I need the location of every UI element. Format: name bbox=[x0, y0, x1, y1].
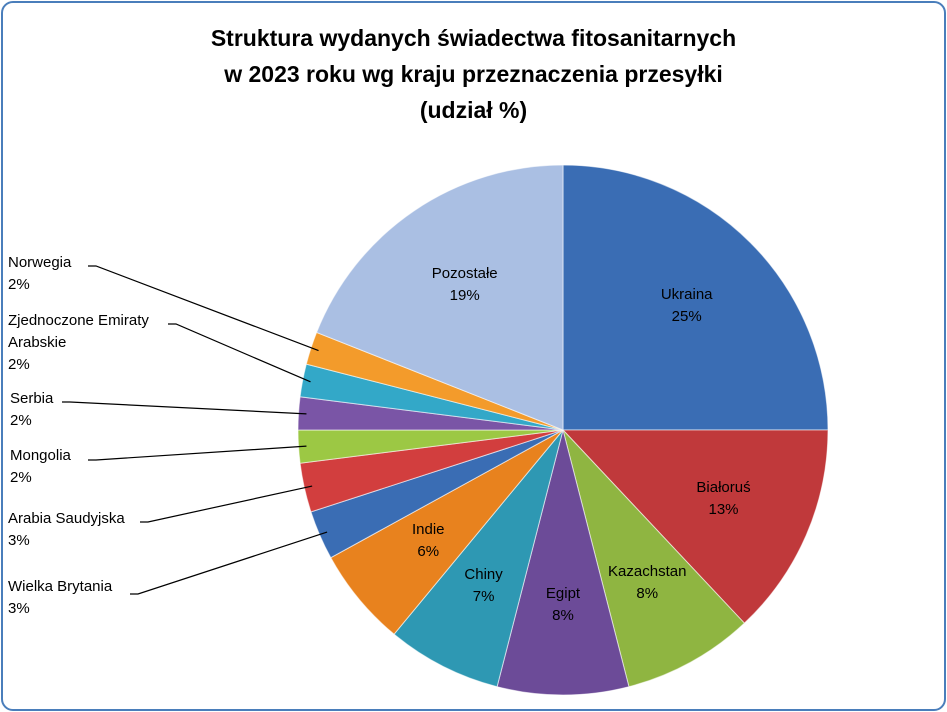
slice-label: Norwegia 2% bbox=[8, 252, 128, 296]
leader-line bbox=[130, 531, 328, 595]
slice-label: Mongolia 2% bbox=[10, 445, 100, 489]
pie-slice bbox=[562, 429, 746, 688]
value-label: 8% bbox=[636, 585, 659, 603]
value-label: 3% bbox=[8, 600, 30, 617]
value-label: 7% bbox=[472, 587, 495, 605]
category-label: Kazachstan bbox=[608, 563, 687, 581]
category-label: Zjednoczone Emiraty Arabskie bbox=[8, 312, 149, 351]
value-label: 2% bbox=[8, 356, 30, 373]
category-label: Chiny bbox=[464, 565, 503, 583]
slice-label: Chiny 7% bbox=[464, 564, 502, 608]
category-label: Pozostałe bbox=[431, 265, 498, 283]
leader-line bbox=[168, 323, 311, 383]
category-label: Norwegia bbox=[8, 254, 72, 271]
slice-label: Indie 6% bbox=[412, 519, 445, 563]
slice-label: Egipt 8% bbox=[546, 583, 580, 627]
leader-line bbox=[88, 265, 319, 352]
slice-label: Pozostałe 19% bbox=[432, 263, 498, 307]
slice-label: Kazachstan 8% bbox=[608, 561, 686, 605]
category-label: Ukraina bbox=[660, 286, 713, 304]
pie-slice bbox=[496, 429, 630, 696]
leader-line bbox=[88, 445, 307, 461]
slice-label: Serbia 2% bbox=[10, 388, 90, 432]
value-label: 13% bbox=[708, 501, 739, 519]
value-label: 2% bbox=[8, 276, 30, 293]
pie-slice bbox=[393, 429, 564, 688]
pie-slice bbox=[562, 164, 829, 431]
slice-label: Zjednoczone Emiraty Arabskie 2% bbox=[8, 310, 178, 376]
category-label: Białoruś bbox=[696, 479, 751, 497]
category-label: Egipt bbox=[545, 584, 581, 602]
category-label: Wielka Brytania bbox=[8, 578, 113, 595]
value-label: 2% bbox=[10, 469, 32, 486]
slice-label: Białoruś 13% bbox=[696, 477, 750, 521]
value-label: 19% bbox=[449, 287, 480, 305]
category-label: Mongolia bbox=[10, 447, 71, 464]
pie-slice bbox=[315, 164, 564, 431]
category-label: Indie bbox=[411, 521, 445, 539]
value-label: 8% bbox=[552, 606, 574, 624]
value-label: 2% bbox=[10, 412, 32, 429]
leader-line bbox=[62, 401, 307, 415]
value-label: 6% bbox=[417, 543, 440, 561]
leader-line bbox=[140, 485, 313, 523]
value-label: 25% bbox=[671, 308, 702, 326]
slice-label: Ukraina 25% bbox=[661, 284, 713, 328]
value-label: 3% bbox=[8, 532, 30, 549]
slice-label: Arabia Saudyjska 3% bbox=[8, 508, 148, 552]
category-label: Arabia Saudyjska bbox=[8, 510, 125, 527]
slice-label: Wielka Brytania 3% bbox=[8, 576, 148, 620]
category-label: Serbia bbox=[10, 390, 54, 407]
pie-slice bbox=[561, 429, 829, 624]
chart-title: Struktura wydanych świadectwa fitosanita… bbox=[210, 25, 737, 123]
